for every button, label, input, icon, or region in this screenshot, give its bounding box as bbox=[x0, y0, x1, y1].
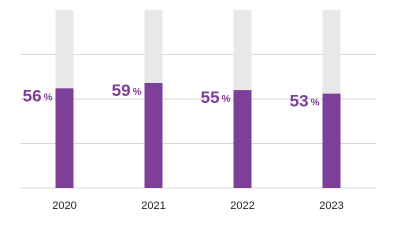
bar bbox=[55, 88, 74, 188]
bar bbox=[322, 93, 341, 188]
value-label: 53% bbox=[290, 92, 320, 111]
x-tick-label: 2021 bbox=[141, 200, 165, 212]
chart: 2020 56 % 2021 59 % 2022 55 % 2023 53% bbox=[20, 10, 376, 212]
value-label: 56% bbox=[23, 87, 53, 106]
x-tick-label: 2023 bbox=[319, 200, 343, 212]
x-tick-label: 2020 bbox=[52, 200, 76, 212]
value-label: 59% bbox=[112, 81, 142, 100]
x-tick-label: 2022 bbox=[230, 200, 254, 212]
bar bbox=[144, 82, 163, 188]
page: {"chart_data": {"type": "bar", "categori… bbox=[20, 10, 376, 212]
bar bbox=[233, 90, 252, 188]
value-label: 55% bbox=[201, 89, 231, 108]
